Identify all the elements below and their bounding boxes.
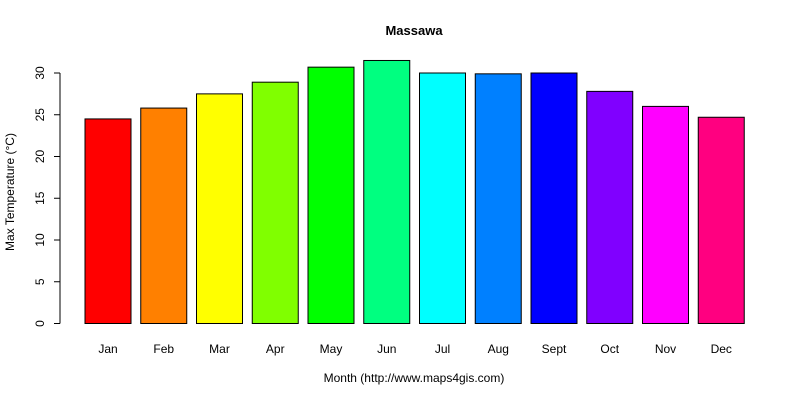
y-tick-label: 0 xyxy=(33,320,47,327)
x-tick-label: Jun xyxy=(377,342,396,356)
bar-nov xyxy=(642,105,689,325)
bar-aug xyxy=(474,73,522,324)
y-axis-title: Max Temperature (°C) xyxy=(3,133,17,251)
bar-jun xyxy=(363,59,411,324)
y-tick-label: 30 xyxy=(33,66,47,80)
x-tick-label: May xyxy=(320,342,343,356)
y-tick-label: 15 xyxy=(33,191,47,205)
x-tick-label: Dec xyxy=(711,342,732,356)
bar-sept xyxy=(530,72,578,324)
bar-jul xyxy=(419,72,466,324)
bar-jan xyxy=(84,118,132,324)
y-tick-label: 20 xyxy=(33,150,47,164)
x-tick-label: Jan xyxy=(98,342,117,356)
y-tick-label: 10 xyxy=(33,233,47,247)
x-tick-label: Apr xyxy=(266,342,285,356)
bar-feb xyxy=(140,107,188,324)
x-axis-title: Month (http://www.maps4gis.com) xyxy=(324,371,505,385)
x-tick-label: Feb xyxy=(153,342,174,356)
bar-apr xyxy=(251,81,299,324)
bar-oct xyxy=(586,90,634,325)
x-axis-labels: Jan Feb Mar Apr May Jun Jul Aug Sept Oct Nov Dec xyxy=(98,342,732,356)
x-tick-label: Jul xyxy=(435,342,450,356)
x-tick-label: Sept xyxy=(542,342,567,356)
x-tick-label: Nov xyxy=(655,342,676,356)
x-tick-label: Mar xyxy=(209,342,230,356)
y-tick-label: 25 xyxy=(33,108,47,122)
x-tick-label: Oct xyxy=(600,342,619,356)
bars xyxy=(84,59,745,325)
y-tick-label: 5 xyxy=(33,278,47,285)
bar-may xyxy=(307,66,355,324)
bar-mar xyxy=(196,93,243,324)
chart-title: Massawa xyxy=(385,23,443,38)
x-tick-label: Aug xyxy=(488,342,509,356)
y-axis: 0 5 10 15 20 25 30 xyxy=(33,66,61,327)
bar-dec xyxy=(697,116,745,324)
